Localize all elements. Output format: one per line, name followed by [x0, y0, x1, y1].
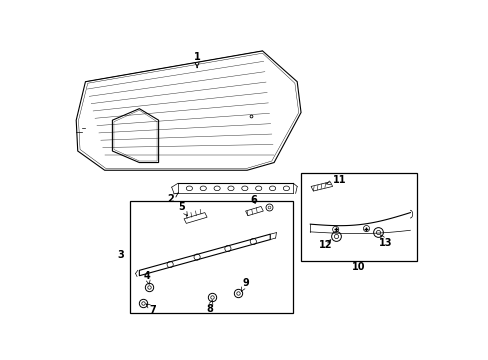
- Text: 1: 1: [193, 52, 200, 68]
- Bar: [130, 201, 293, 313]
- Text: 13: 13: [378, 235, 392, 248]
- Text: 12: 12: [318, 240, 332, 250]
- Bar: [301, 172, 416, 261]
- Text: 4: 4: [143, 271, 150, 284]
- Text: 2: 2: [166, 193, 178, 204]
- Text: 11: 11: [326, 175, 346, 185]
- Text: 3: 3: [117, 250, 124, 260]
- Text: 9: 9: [241, 278, 248, 291]
- Text: 8: 8: [205, 300, 212, 314]
- Text: 5: 5: [178, 202, 187, 216]
- Text: 10: 10: [351, 262, 365, 272]
- Text: 7: 7: [146, 304, 156, 315]
- Text: 6: 6: [249, 195, 256, 205]
